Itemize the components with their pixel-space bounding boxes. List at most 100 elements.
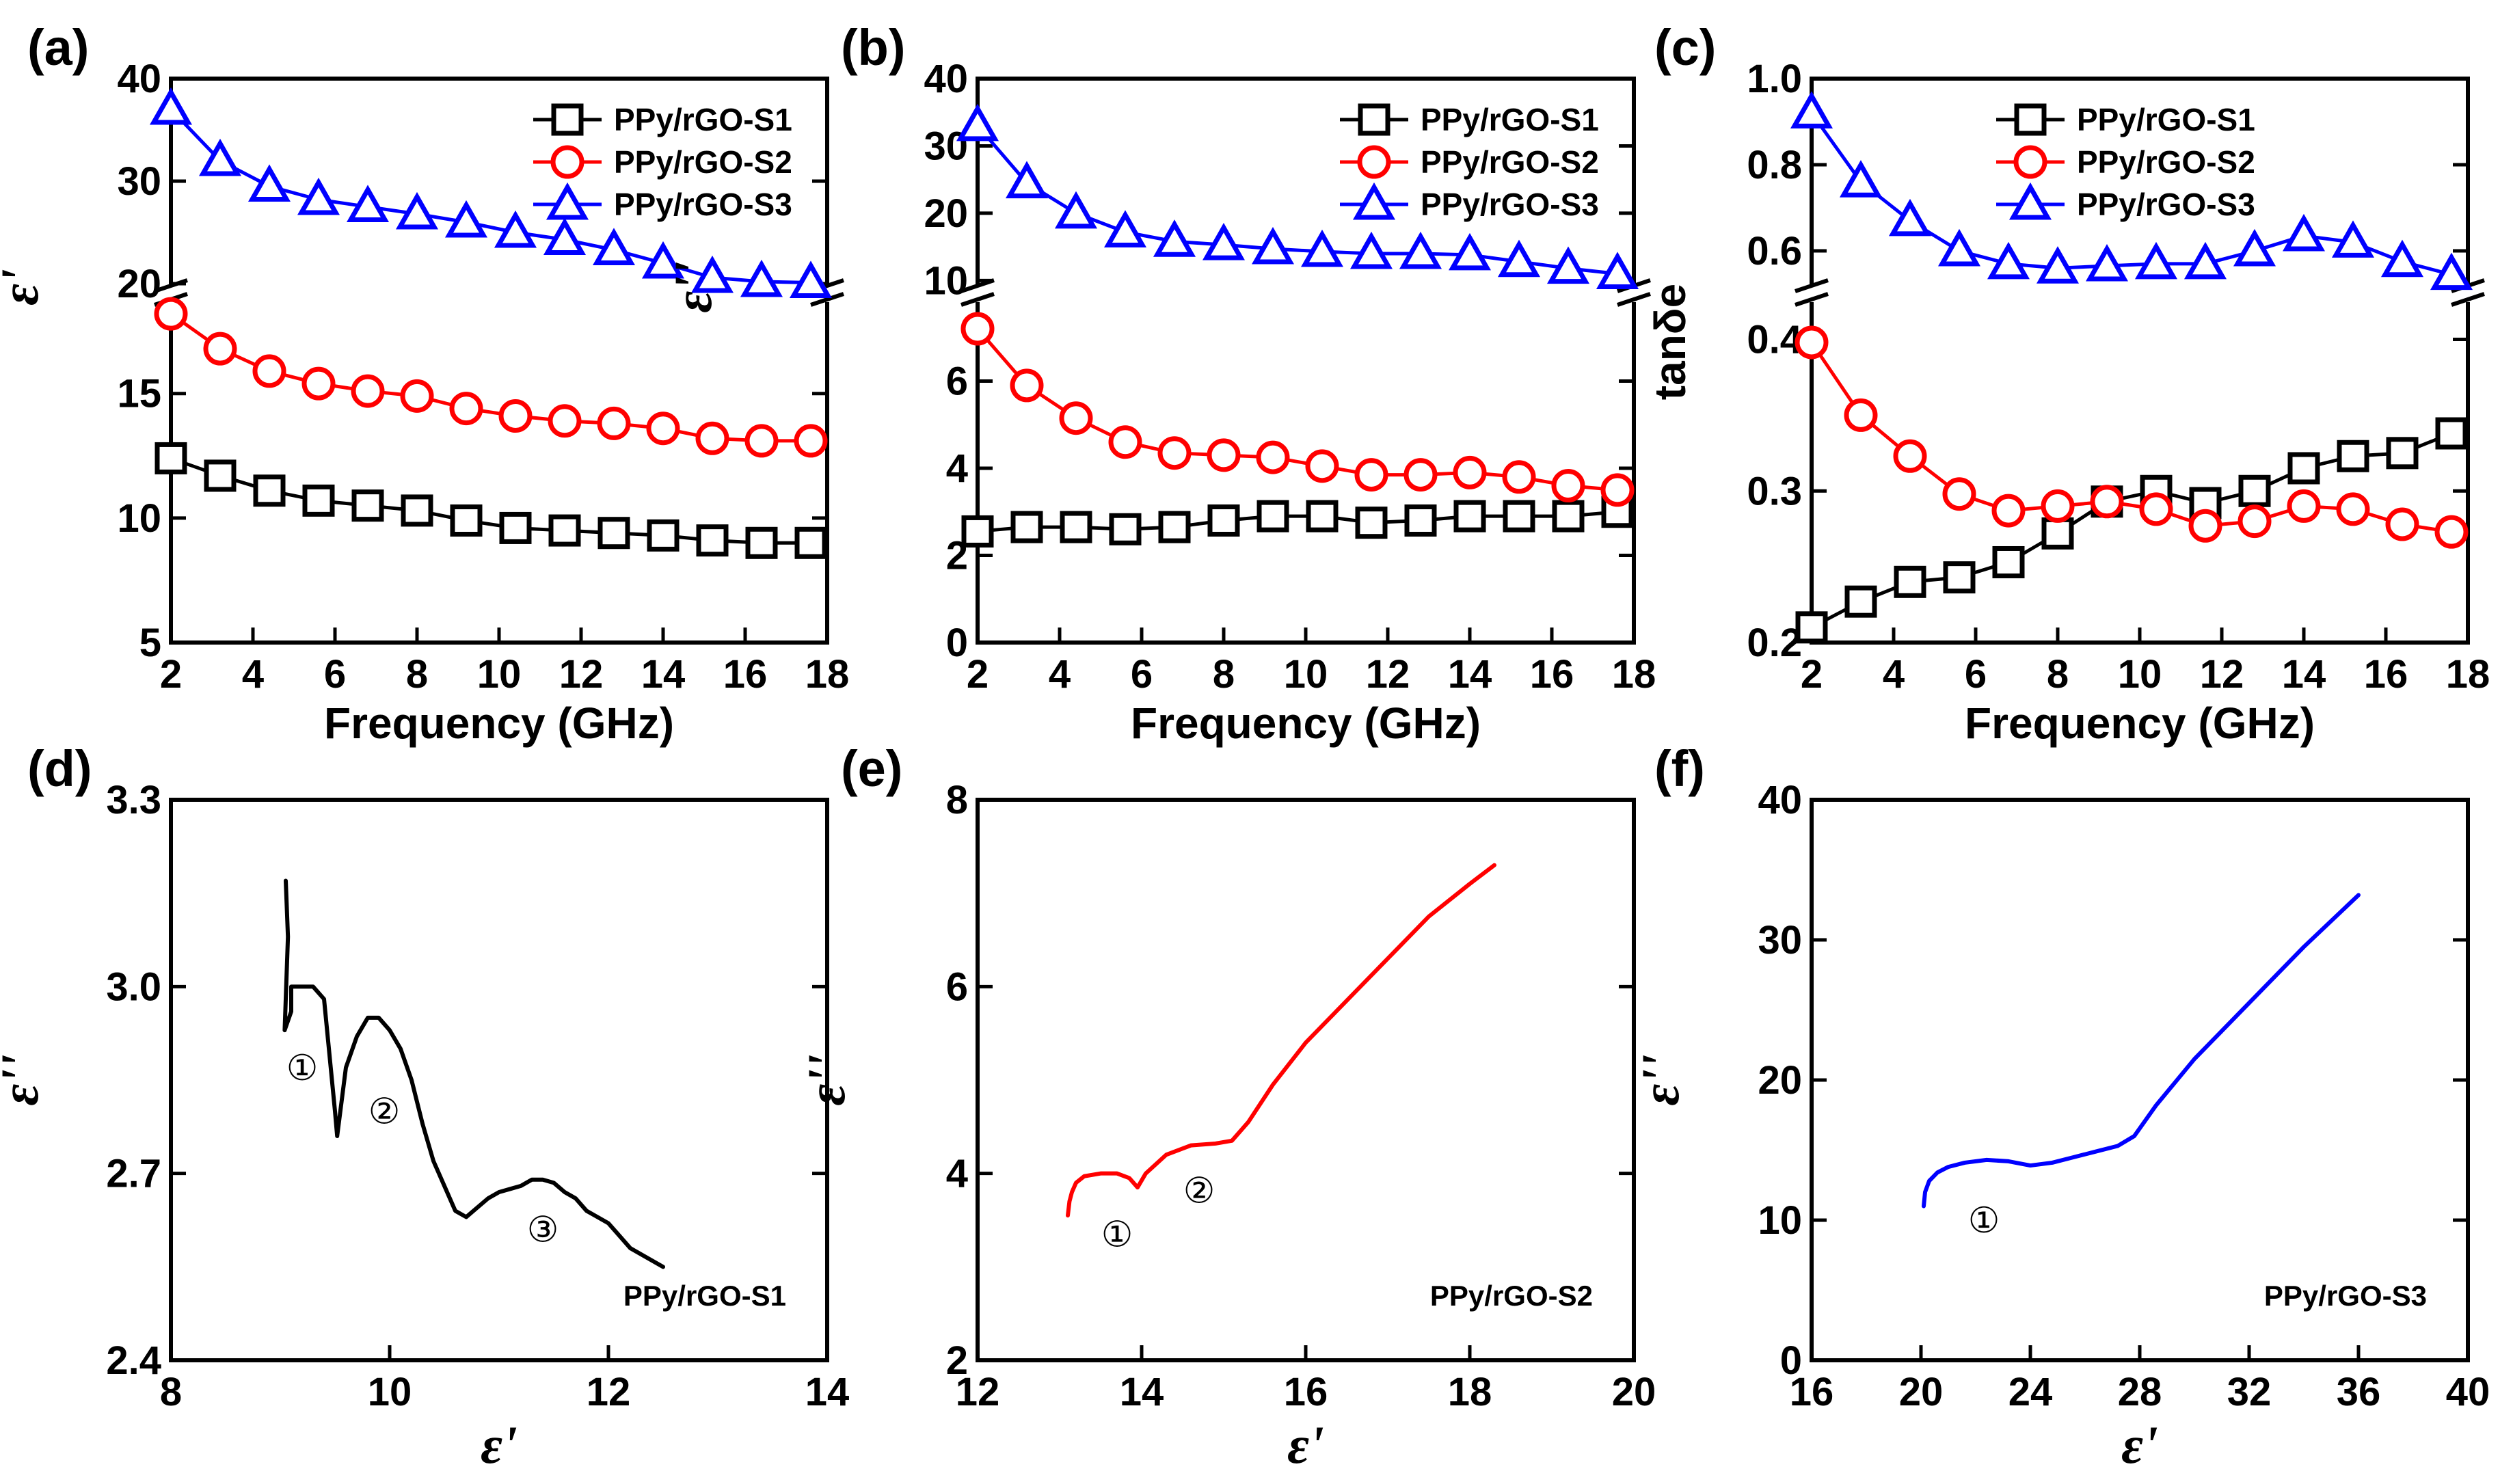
data-point-4	[351, 374, 385, 408]
y-tick-label: 10	[1758, 1198, 1802, 1243]
y-tick-label: 40	[924, 57, 968, 101]
data-point-0	[1795, 611, 1828, 644]
data-point-2	[1060, 511, 1092, 543]
panel-letter: (b)	[841, 19, 906, 76]
legend-item: PPy/rGO-S2	[1340, 144, 1599, 180]
x-tick-label: 16	[2364, 652, 2408, 697]
data-point-11	[2337, 440, 2369, 472]
data-point-1	[1010, 368, 1044, 403]
data-point-2	[1893, 439, 1927, 473]
data-point-6	[449, 392, 483, 426]
x-tick-label: 8	[406, 652, 428, 697]
relaxation-marker: ②	[1183, 1170, 1215, 1211]
x-tick-label: 12	[559, 652, 604, 697]
y-tick-label: 5	[139, 621, 161, 665]
x-tick-label: 28	[2118, 1370, 2162, 1414]
data-point-legend	[2008, 182, 2052, 220]
x-tick-label: 6	[1965, 652, 1987, 697]
data-point-2	[1059, 401, 1093, 435]
y-tick-label: 0.4	[1747, 318, 1802, 362]
x-tick-label: 2	[1801, 652, 1823, 697]
x-tick-label: 18	[805, 652, 850, 697]
data-point-0	[961, 515, 994, 548]
axis-break-mark	[1795, 292, 1829, 307]
series-PPy/rGO-S1	[154, 442, 827, 559]
data-point-9	[1403, 458, 1438, 492]
plot-frame	[1810, 798, 2470, 1362]
data-point-9	[2237, 504, 2272, 539]
data-point-3	[1937, 228, 1981, 267]
data-point-0	[1795, 325, 1829, 360]
data-point-1	[203, 332, 237, 366]
series-PPy/rGO-S3	[149, 87, 833, 298]
y-tick-label: 0.6	[1747, 229, 1802, 273]
data-point-5	[395, 191, 439, 230]
data-point-1	[1844, 585, 1877, 618]
legend-label: PPy/rGO-S3	[614, 187, 792, 222]
data-point-5	[2041, 489, 2075, 523]
data-point-3	[1109, 513, 1142, 545]
data-point-7	[2139, 492, 2173, 526]
data-point-9	[597, 406, 631, 440]
data-point-6	[444, 200, 488, 238]
x-tick-label: 12	[587, 1370, 631, 1414]
y-axis-title: ε''	[796, 1054, 856, 1105]
data-point-legend	[551, 103, 584, 136]
data-point-0	[1790, 91, 1833, 129]
data-point-3	[1103, 210, 1147, 247]
data-point-13	[2434, 515, 2469, 549]
data-point-11	[1497, 239, 1541, 278]
y-tick-label: 4	[946, 446, 968, 491]
data-point-13	[794, 526, 827, 559]
y-tick-label: 30	[1758, 918, 1802, 962]
y-axis-title: ε''	[1630, 1054, 1690, 1105]
data-point-6	[1256, 500, 1289, 532]
y-tick-label: 6	[946, 360, 968, 404]
data-point-6	[1256, 440, 1290, 474]
x-tick-label: 4	[242, 652, 264, 697]
data-point-10	[647, 519, 680, 552]
data-point-6	[2090, 485, 2124, 519]
x-tick-label: 18	[1448, 1370, 1492, 1414]
x-tick-label: 14	[1448, 652, 1492, 697]
data-point-8	[548, 514, 581, 547]
legend-item: PPy/rGO-S1	[1996, 102, 2255, 137]
x-tick-label: 6	[1131, 652, 1153, 697]
legend-item: PPy/rGO-S2	[1996, 144, 2255, 180]
x-tick-label: 16	[1530, 652, 1574, 697]
y-tick-label: 0.8	[1747, 143, 1802, 187]
legend-item: PPy/rGO-S2	[533, 144, 792, 180]
data-point-8	[543, 217, 587, 255]
x-tick-label: 16	[1284, 1370, 1328, 1414]
y-tick-label: 2.4	[106, 1338, 161, 1383]
legend-item: PPy/rGO-S1	[1340, 102, 1599, 137]
data-point-8	[1355, 507, 1388, 539]
data-point-13	[789, 260, 833, 298]
x-tick-label: 8	[160, 1370, 182, 1414]
panel-letter: (f)	[1654, 740, 1705, 797]
data-point-10	[2282, 213, 2326, 252]
data-point-11	[2331, 220, 2375, 258]
x-tick-label: 2	[160, 652, 182, 697]
data-point-6	[1251, 226, 1295, 265]
data-point-0	[149, 87, 193, 125]
data-point-4	[1987, 241, 2030, 280]
x-tick-label: 20	[1612, 1370, 1656, 1414]
data-point-12	[2380, 239, 2424, 278]
relaxation-marker: ①	[286, 1048, 319, 1089]
relaxation-marker: ③	[527, 1210, 559, 1251]
y-axis-title: ε'	[0, 269, 49, 306]
data-point-8	[2188, 509, 2222, 543]
data-point-11	[690, 255, 734, 293]
x-tick-label: 2	[967, 652, 989, 697]
panel-letter: (c)	[1654, 19, 1716, 76]
y-tick-label: 40	[117, 57, 161, 101]
data-point-12	[745, 526, 778, 559]
y-tick-label: 4	[946, 1152, 968, 1196]
legend-label: PPy/rGO-S3	[2077, 187, 2255, 222]
data-point-5	[401, 494, 433, 527]
data-point-11	[2336, 492, 2370, 526]
data-point-12	[744, 424, 779, 458]
y-tick-label: 0.2	[1747, 621, 1802, 665]
